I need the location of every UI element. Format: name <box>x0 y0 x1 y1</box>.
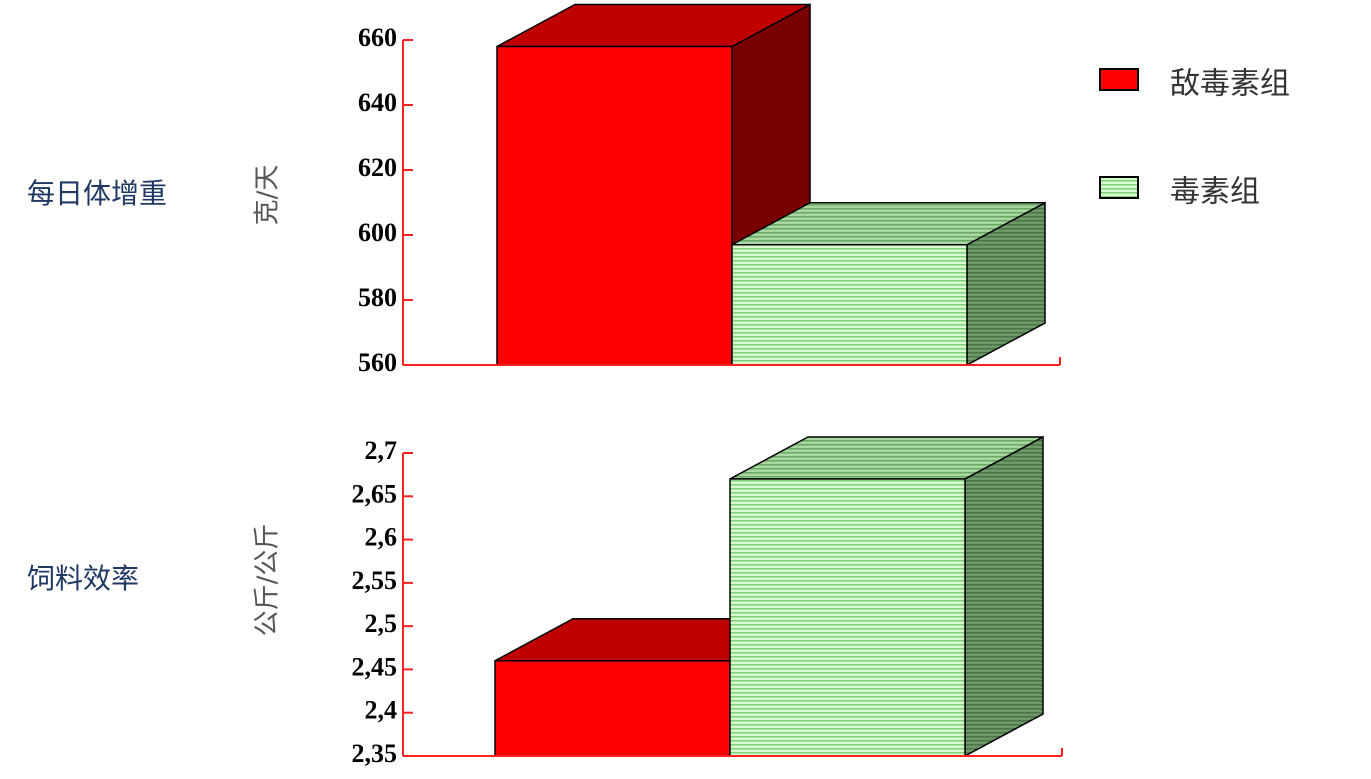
y-tick-label: 2,65 <box>352 479 398 508</box>
legend-label: 敌毒素组 <box>1170 67 1290 102</box>
y-tick-label: 2,7 <box>365 436 398 465</box>
y-tick-label: 2,35 <box>352 739 398 768</box>
legend-label: 毒素组 <box>1170 175 1260 210</box>
legend-swatch <box>1099 176 1139 199</box>
y-tick-label: 620 <box>358 153 397 182</box>
y-tick-label: 600 <box>358 218 397 247</box>
bar <box>729 478 966 757</box>
y-tick-label: 2,5 <box>365 609 398 638</box>
y-tick-label: 660 <box>358 23 397 52</box>
bar <box>494 660 731 757</box>
bar-side <box>964 435 1044 758</box>
chart-title: 每日体增重 <box>27 177 167 210</box>
y-tick-label: 2,55 <box>352 566 398 595</box>
y-tick-label: 2,6 <box>365 523 398 552</box>
y-tick-label: 2,45 <box>352 652 398 681</box>
legend-swatch <box>1099 68 1139 91</box>
y-tick-label: 580 <box>358 283 397 312</box>
bar <box>496 45 733 366</box>
y-tick-label: 2,4 <box>365 696 398 725</box>
y-axis-label: 公斤/公斤 <box>253 524 283 637</box>
y-axis-label: 克/天 <box>253 165 283 226</box>
chart-title: 饲料效率 <box>27 562 139 595</box>
bar <box>731 244 968 366</box>
y-tick-label: 560 <box>358 348 397 377</box>
y-tick-label: 640 <box>358 88 397 117</box>
